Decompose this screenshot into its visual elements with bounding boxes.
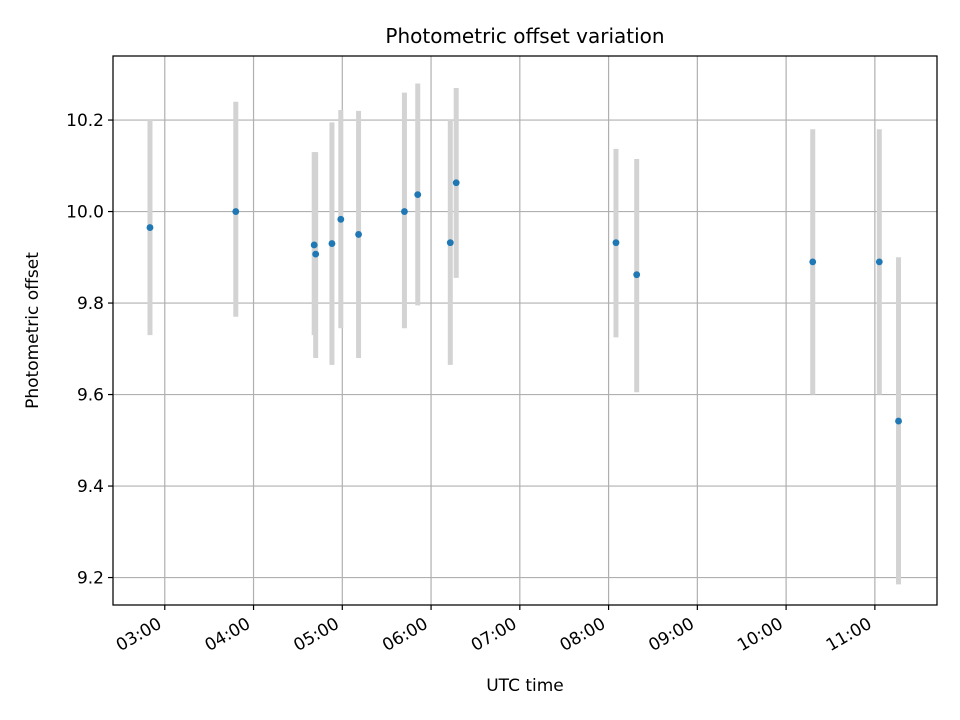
data-point [875,258,883,266]
data-markers [146,179,902,425]
x-tick-label: 05:00 [290,614,342,656]
y-tick-label: 10.2 [66,111,104,131]
x-tick-label: 09:00 [645,614,697,656]
data-point [809,258,817,266]
data-point [612,239,620,247]
x-tick-label: 08:00 [557,614,609,656]
data-point [414,191,422,199]
data-point [895,417,902,425]
data-point [328,240,336,247]
x-axis-label: UTC time [486,676,564,696]
x-axis-ticks: 03:00 04:00 05:00 06:00 07:00 08:00 09:00 10:00… [113,605,876,656]
y-tick-label: 9.6 [77,386,104,406]
x-tick-label: 06:00 [379,614,431,656]
y-tick-label: 9.8 [77,294,104,314]
data-point [312,250,320,258]
y-tick-label: 9.2 [77,569,104,589]
data-point [446,239,454,247]
data-point [452,179,460,187]
data-point [146,224,154,231]
data-point [633,271,641,279]
data-point [310,241,318,249]
x-tick-label: 10:00 [734,614,786,656]
y-tick-label: 9.4 [77,477,104,497]
y-axis-ticks: 9.2 9.4 9.6 9.8 10.0 10.2 [66,111,113,589]
data-point [337,215,345,223]
data-point [355,231,362,238]
grid-lines [113,56,937,605]
data-point [232,208,240,215]
x-tick-label: 04:00 [202,614,254,656]
x-tick-label: 11:00 [823,614,875,656]
y-axis-label: Photometric offset [23,252,43,409]
x-tick-label: 03:00 [113,614,165,656]
chart-title: Photometric offset variation [385,24,664,48]
x-tick-label: 07:00 [468,614,520,656]
data-point [401,208,408,215]
y-tick-label: 10.0 [66,203,104,223]
plot-frame [112,55,938,606]
